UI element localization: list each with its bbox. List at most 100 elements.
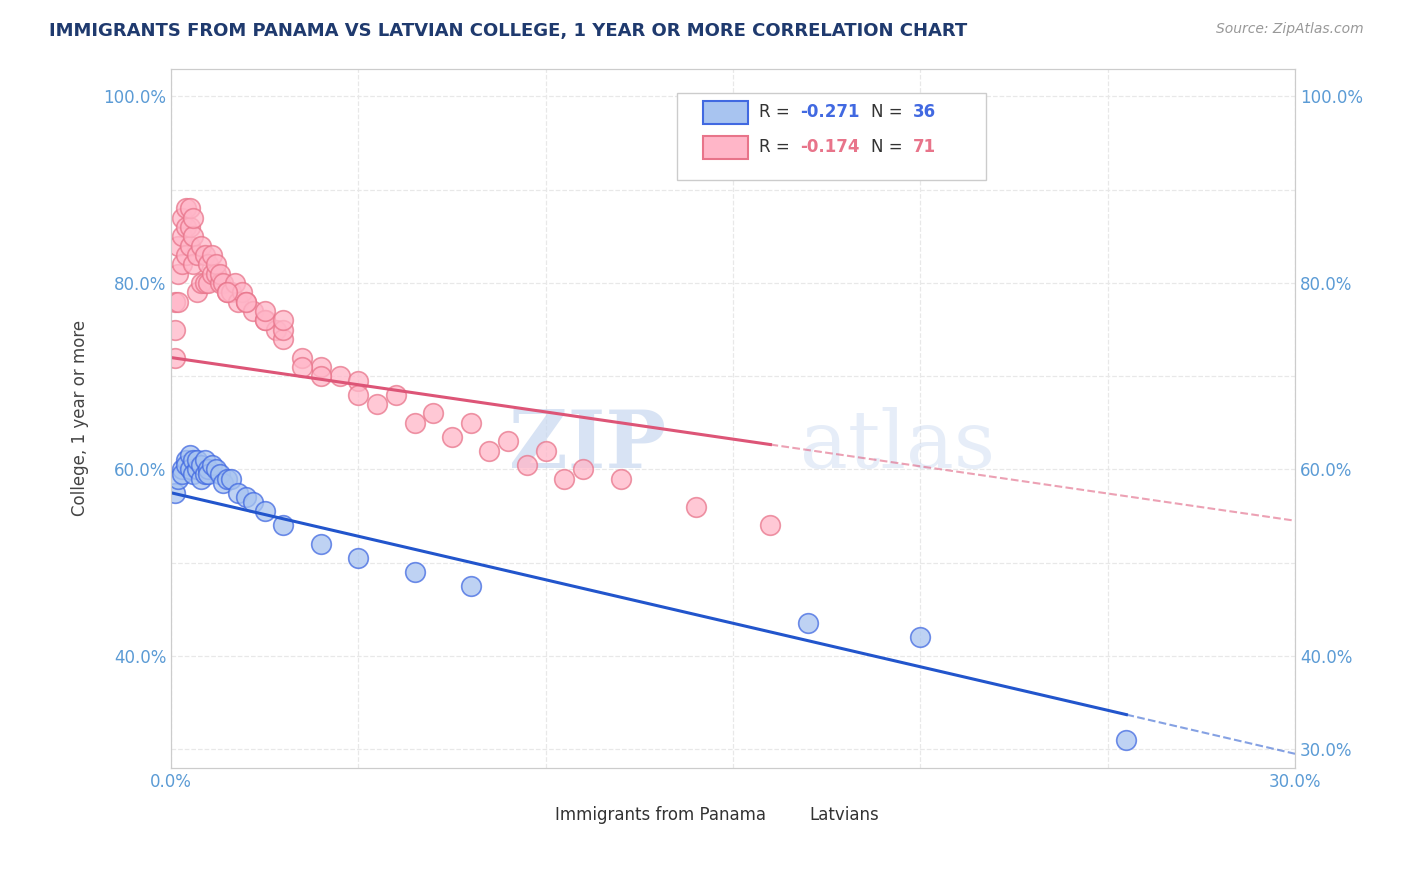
Point — [273, 322, 295, 336]
Point — [174, 458, 197, 472]
Point — [197, 276, 219, 290]
Text: IMMIGRANTS FROM PANAMA VS LATVIAN COLLEGE, 1 YEAR OR MORE CORRELATION CHART: IMMIGRANTS FROM PANAMA VS LATVIAN COLLEG… — [49, 22, 967, 40]
Point — [235, 491, 257, 505]
Point — [224, 276, 246, 290]
Point — [172, 462, 194, 476]
Point — [183, 229, 205, 244]
Point — [201, 267, 224, 281]
Point — [167, 267, 190, 281]
Point — [422, 407, 444, 421]
Point — [273, 518, 295, 533]
Point — [208, 267, 231, 281]
Point — [516, 458, 538, 472]
Point — [217, 285, 239, 300]
Text: -0.271: -0.271 — [800, 103, 860, 121]
Point — [553, 472, 575, 486]
Point — [235, 294, 257, 309]
Text: 36: 36 — [912, 103, 936, 121]
Point — [183, 453, 205, 467]
Point — [186, 248, 208, 262]
FancyBboxPatch shape — [766, 804, 800, 827]
Point — [228, 485, 250, 500]
Point — [217, 472, 239, 486]
Point — [366, 397, 388, 411]
Point — [231, 285, 253, 300]
Point — [201, 248, 224, 262]
Point — [572, 462, 595, 476]
Point — [197, 257, 219, 271]
Point — [253, 304, 276, 318]
Point — [194, 276, 217, 290]
Point — [291, 351, 314, 365]
Point — [347, 388, 370, 402]
Point — [186, 453, 208, 467]
Point — [1115, 732, 1137, 747]
Point — [309, 369, 332, 384]
Point — [460, 416, 482, 430]
Point — [219, 285, 242, 300]
Point — [205, 462, 228, 476]
Point — [208, 276, 231, 290]
Y-axis label: College, 1 year or more: College, 1 year or more — [72, 320, 89, 516]
Point — [179, 449, 201, 463]
Point — [253, 504, 276, 518]
Point — [167, 472, 190, 486]
Point — [609, 472, 631, 486]
Point — [174, 248, 197, 262]
Text: Source: ZipAtlas.com: Source: ZipAtlas.com — [1216, 22, 1364, 37]
Point — [197, 467, 219, 481]
Point — [205, 267, 228, 281]
Point — [179, 202, 201, 216]
Point — [183, 211, 205, 225]
Text: -0.174: -0.174 — [800, 138, 860, 156]
Point — [242, 304, 264, 318]
Point — [174, 202, 197, 216]
Point — [179, 220, 201, 235]
Point — [235, 294, 257, 309]
Point — [190, 458, 212, 472]
Point — [685, 500, 707, 514]
Point — [186, 462, 208, 476]
Point — [179, 238, 201, 252]
Point — [194, 467, 217, 481]
FancyBboxPatch shape — [703, 136, 748, 160]
Point — [194, 453, 217, 467]
Point — [273, 332, 295, 346]
Point — [797, 616, 820, 631]
Text: atlas: atlas — [800, 407, 995, 485]
Point — [172, 229, 194, 244]
Point — [205, 257, 228, 271]
Point — [212, 476, 235, 491]
Point — [440, 430, 463, 444]
Point — [534, 443, 557, 458]
Point — [329, 369, 352, 384]
Point — [167, 238, 190, 252]
Text: N =: N = — [872, 103, 908, 121]
Point — [163, 294, 186, 309]
Point — [273, 313, 295, 327]
Text: ZIP: ZIP — [509, 407, 665, 485]
Point — [385, 388, 408, 402]
Point — [201, 458, 224, 472]
Point — [163, 322, 186, 336]
Text: R =: R = — [759, 103, 794, 121]
Point — [496, 434, 519, 449]
FancyBboxPatch shape — [676, 93, 986, 180]
Point — [190, 238, 212, 252]
Text: Immigrants from Panama: Immigrants from Panama — [555, 806, 766, 824]
Point — [190, 276, 212, 290]
Point — [174, 453, 197, 467]
Point — [172, 257, 194, 271]
Point — [208, 467, 231, 481]
Point — [179, 462, 201, 476]
Point — [404, 416, 426, 430]
Text: R =: R = — [759, 138, 794, 156]
Text: N =: N = — [872, 138, 908, 156]
Point — [217, 285, 239, 300]
FancyBboxPatch shape — [703, 101, 748, 125]
Point — [347, 374, 370, 388]
FancyBboxPatch shape — [513, 804, 547, 827]
Point — [291, 359, 314, 374]
Point — [253, 313, 276, 327]
Point — [183, 257, 205, 271]
